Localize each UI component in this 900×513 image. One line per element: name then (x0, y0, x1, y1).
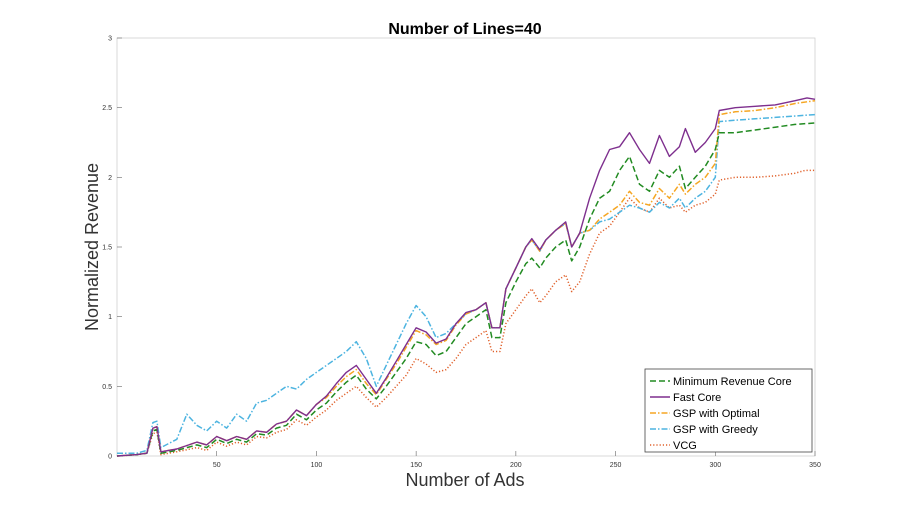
x-tick-label: 300 (709, 462, 721, 469)
x-tick-label: 100 (311, 462, 323, 469)
x-axis-label: Number of Ads (405, 470, 524, 490)
x-tick-label: 200 (510, 462, 522, 469)
x-tick-label: 150 (410, 462, 422, 469)
y-tick-label: 1.5 (102, 245, 112, 252)
chart-title: Number of Lines=40 (388, 21, 541, 38)
x-tick-label: 50 (213, 462, 221, 469)
legend-label-0: Minimum Revenue Core (673, 376, 792, 388)
legend-label-1: Fast Core (673, 392, 721, 404)
y-tick-label: 2 (108, 175, 112, 182)
series-line-4 (116, 169, 815, 457)
series-line-1 (116, 97, 816, 457)
series-line-2 (116, 99, 816, 457)
x-axis: 50 100 150 200 250 300 350 (213, 451, 821, 469)
x-tick-label: 250 (610, 462, 622, 469)
legend-label-4: VCG (673, 440, 697, 452)
legend-label-3: GSP with Greedy (673, 424, 758, 436)
legend-box (644, 368, 813, 453)
series-line-0 (116, 122, 816, 457)
y-tick-label: 0.5 (102, 384, 112, 391)
legend-label-2: GSP with Optimal (673, 408, 760, 420)
x-tick-label: 350 (809, 462, 821, 469)
y-tick-label: 2.5 (102, 105, 112, 112)
y-tick-label: 3 (108, 36, 112, 43)
series-layer (116, 97, 816, 457)
y-tick-label: 0 (108, 454, 112, 461)
legend: Minimum Revenue Core Fast Core GSP with Op… (644, 368, 813, 453)
plot-area: 0 0.5 1 1.5 2 2.5 3 50 100 150 200 250 300 350 (102, 36, 821, 470)
y-tick-label: 1 (108, 314, 112, 321)
y-axis-label: Normalized Revenue (82, 163, 102, 331)
